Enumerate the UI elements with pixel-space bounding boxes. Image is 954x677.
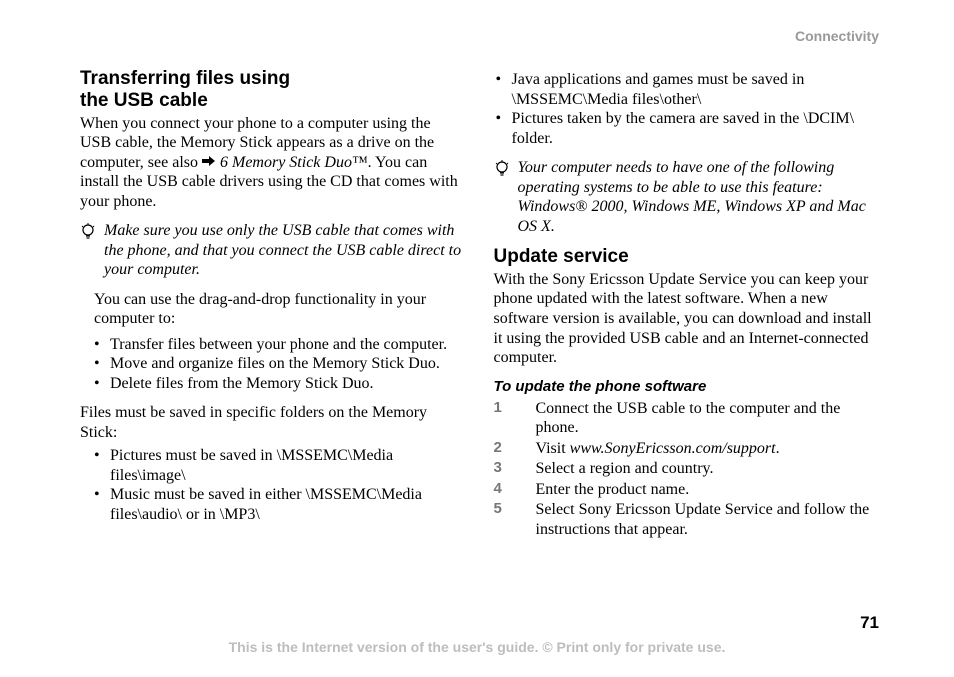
- folder-list: Pictures must be saved in \MSSEMC\Media …: [80, 446, 466, 524]
- section-tag: Connectivity: [795, 28, 879, 44]
- update-paragraph: With the Sony Ericsson Update Service yo…: [494, 270, 880, 368]
- step-item: Connect the USB cable to the computer an…: [494, 399, 880, 438]
- url-text: www.SonyEricsson.com/support: [570, 440, 776, 457]
- page-number: 71: [860, 613, 879, 633]
- heading-line-1: Transferring files using: [80, 68, 290, 89]
- document-page: Connectivity Transferring files using th…: [0, 0, 954, 677]
- list-item: Music must be saved in either \MSSEMC\Me…: [110, 485, 466, 524]
- footer-text: This is the Internet version of the user…: [0, 639, 954, 655]
- step-item: Select Sony Ericsson Update Service and …: [494, 500, 880, 539]
- tip-text: Make sure you use only the USB cable tha…: [104, 221, 466, 280]
- lightbulb-icon: [80, 221, 98, 280]
- text: .: [776, 440, 780, 457]
- paragraph: Files must be saved in specific folders …: [80, 403, 466, 442]
- capability-list: Transfer files between your phone and th…: [80, 335, 466, 394]
- step-item: Select a region and country.: [494, 459, 880, 479]
- two-column-layout: Transferring files using the USB cable W…: [80, 68, 879, 540]
- list-item: Java applications and games must be save…: [512, 70, 880, 109]
- tip-box: Make sure you use only the USB cable tha…: [80, 221, 466, 280]
- arrow-right-icon: [202, 153, 216, 173]
- intro-paragraph: When you connect your phone to a compute…: [80, 114, 466, 212]
- step-item: Enter the product name.: [494, 480, 880, 500]
- heading-update: Update service: [494, 246, 880, 268]
- list-item: Transfer files between your phone and th…: [110, 335, 466, 355]
- paragraph: You can use the drag-and-drop functional…: [80, 290, 466, 329]
- step-list: Connect the USB cable to the computer an…: [494, 399, 880, 540]
- heading-line-2: the USB cable: [80, 90, 208, 111]
- right-column: Java applications and games must be save…: [494, 68, 880, 540]
- folder-list-cont: Java applications and games must be save…: [494, 70, 880, 148]
- list-item: Pictures must be saved in \MSSEMC\Media …: [110, 446, 466, 485]
- step-item: Visit www.SonyEricsson.com/support.: [494, 439, 880, 459]
- tip-text: Your computer needs to have one of the f…: [518, 158, 880, 236]
- left-column: Transferring files using the USB cable W…: [80, 68, 466, 540]
- list-item: Pictures taken by the camera are saved i…: [512, 109, 880, 148]
- lightbulb-icon: [494, 158, 512, 236]
- subheading-steps: To update the phone software: [494, 378, 880, 395]
- cross-ref-link: 6 Memory Stick Duo™: [220, 154, 368, 171]
- list-item: Move and organize files on the Memory St…: [110, 354, 466, 374]
- list-item: Delete files from the Memory Stick Duo.: [110, 374, 466, 394]
- tip-box: Your computer needs to have one of the f…: [494, 158, 880, 236]
- heading-usb: Transferring files using the USB cable: [80, 68, 466, 112]
- text: Visit: [536, 440, 570, 457]
